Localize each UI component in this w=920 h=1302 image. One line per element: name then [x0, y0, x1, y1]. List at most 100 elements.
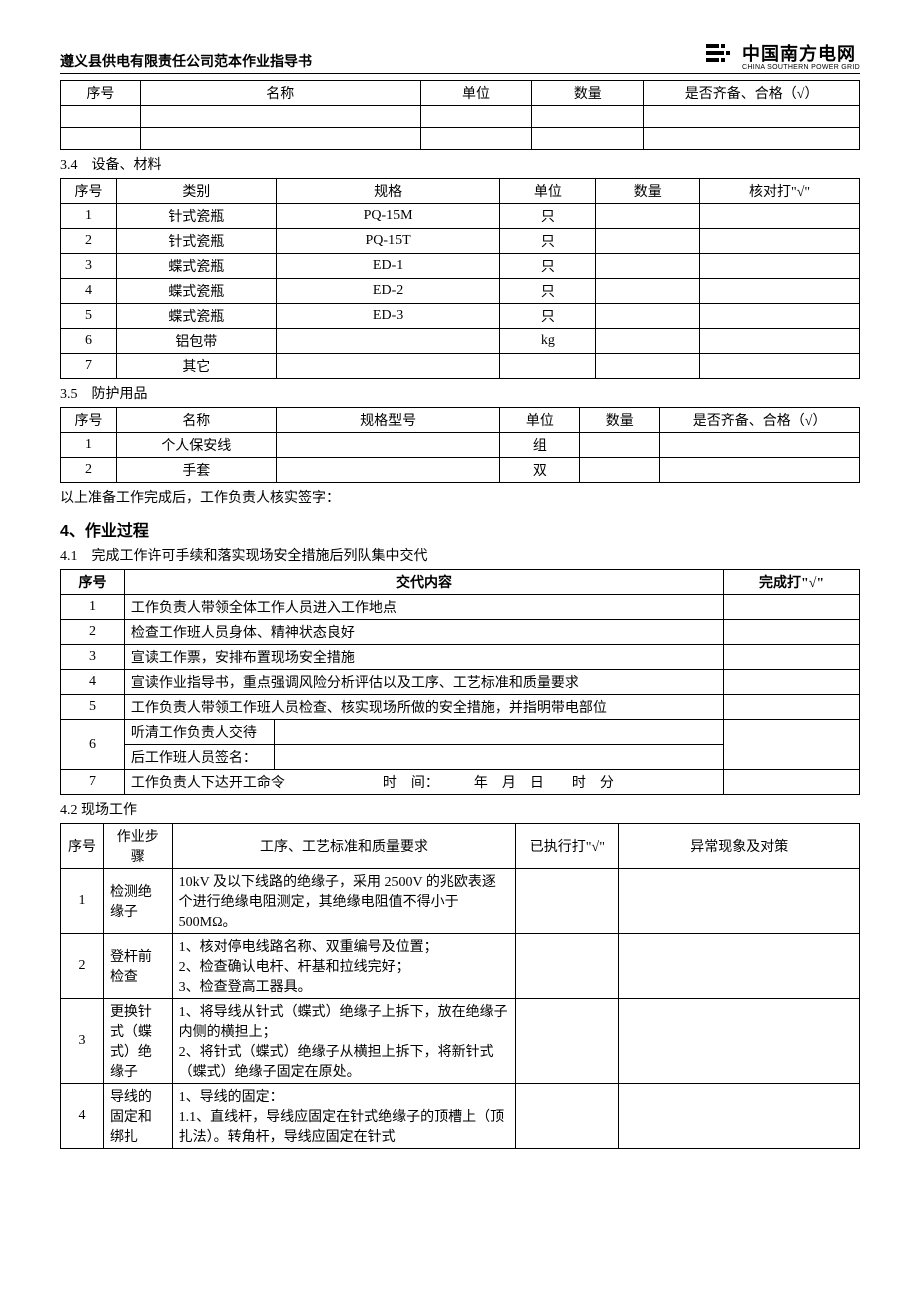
table-header-cell: 核对打"√": [700, 179, 860, 204]
table-cell: [724, 595, 860, 620]
section-4-2-label: 4.2 现场工作: [60, 799, 860, 819]
table-header-cell: 名称: [140, 81, 420, 106]
table-cell: 4: [61, 279, 117, 304]
table-row: 2手套 双: [61, 458, 860, 483]
table-cell: 蝶式瓷瓶: [116, 304, 276, 329]
table-cell: [700, 354, 860, 379]
table-cell: [644, 128, 860, 150]
table-cell: [580, 433, 660, 458]
table-row: 3更换针式（蝶式）绝缘子1、将导线从针式（蝶式）绝缘子上拆下，放在绝缘子内侧的横…: [61, 999, 860, 1084]
table-cell: [274, 745, 723, 770]
table-cell: [516, 1084, 619, 1149]
table-cell: [61, 106, 141, 128]
table-cell: [700, 229, 860, 254]
table-row: 2检查工作班人员身体、精神状态良好: [61, 620, 860, 645]
table-row: 1个人保安线组: [61, 433, 860, 458]
table-header-cell: 完成打"√": [724, 570, 860, 595]
table-cell: 双: [500, 458, 580, 483]
table-3-4: 序号类别规格单位数量核对打"√" 1针式瓷瓶PQ-15M只2针式瓷瓶PQ-15T…: [60, 178, 860, 379]
table-header-cell: 规格型号: [276, 408, 500, 433]
table-header-cell: 名称: [116, 408, 276, 433]
table-row: 5蝶式瓷瓶ED-3只: [61, 304, 860, 329]
table-cell: [596, 229, 700, 254]
table-cell: 针式瓷瓶: [116, 229, 276, 254]
table-header-cell: 单位: [500, 408, 580, 433]
table-cell: 检查工作班人员身体、精神状态良好: [124, 620, 723, 645]
table-cell: 工作负责人下达开工命令 时 间： 年 月 日 时 分: [124, 770, 723, 795]
table-cell: ED-3: [276, 304, 500, 329]
table-cell: 其它: [116, 354, 276, 379]
table-cell: [724, 770, 860, 795]
table-3-5: 序号名称规格型号单位数量是否齐备、合格（√） 1个人保安线组2手套双: [60, 407, 860, 483]
table-cell: [140, 128, 420, 150]
table-cell: kg: [500, 329, 596, 354]
table-cell: 蝶式瓷瓶: [116, 279, 276, 304]
table-header-cell: 序号: [61, 824, 104, 869]
table-cell: [596, 279, 700, 304]
table-row: [61, 128, 860, 150]
table-cell: 个人保安线: [116, 433, 276, 458]
table-cell: 更换针式（蝶式）绝缘子: [103, 999, 172, 1084]
table-top: 序号名称单位数量是否齐备、合格（√）: [60, 80, 860, 150]
table-row: 5工作负责人带领工作班人员检查、核实现场所做的安全措施，并指明带电部位: [61, 695, 860, 720]
table-cell: 导线的固定和绑扎: [103, 1084, 172, 1149]
table-cell: [700, 329, 860, 354]
logo-text-wrap: 中国南方电网 CHINA SOUTHERN POWER GRID: [742, 40, 860, 71]
table-cell: [700, 279, 860, 304]
table-cell: 针式瓷瓶: [116, 204, 276, 229]
table-cell: [276, 329, 500, 354]
table-header-cell: 数量: [532, 81, 644, 106]
table-cell: 后工作班人员签名：: [125, 745, 275, 770]
table-cell: 组: [500, 433, 580, 458]
table-cell: 1: [61, 869, 104, 934]
table-header-cell: 序号: [61, 179, 117, 204]
table-cell: 只: [500, 279, 596, 304]
table-cell: [700, 254, 860, 279]
table-cell: [700, 204, 860, 229]
table-cell: 只: [500, 304, 596, 329]
table-cell: 只: [500, 204, 596, 229]
table-cell: 2: [61, 934, 104, 999]
table-cell: 听清工作负责人交待后工作班人员签名：: [124, 720, 723, 770]
table-cell: 3: [61, 999, 104, 1084]
table-cell: ED-1: [276, 254, 500, 279]
table-cell: 宣读作业指导书，重点强调风险分析评估以及工序、工艺标准和质量要求: [124, 670, 723, 695]
table-header-cell: 序号: [61, 570, 125, 595]
logo-text-cn: 中国南方电网: [742, 44, 856, 64]
table-row: 1检测绝缘子10kV 及以下线路的绝缘子，采用 2500V 的兆欧表逐个进行绝缘…: [61, 869, 860, 934]
table-header-cell: 类别: [116, 179, 276, 204]
page-header-row: 遵义县供电有限责任公司范本作业指导书 中国南方电网 CHINA SOUTHERN…: [60, 40, 860, 74]
table-cell: 2: [61, 229, 117, 254]
table-4-1: 序号交代内容完成打"√" 1工作负责人带领全体工作人员进入工作地点2检查工作班人…: [60, 569, 860, 795]
table-row: [61, 106, 860, 128]
table-cell: [61, 128, 141, 150]
table-cell: [724, 620, 860, 645]
table-cell: [500, 354, 596, 379]
table-cell: 2: [61, 458, 117, 483]
table-cell: [516, 869, 619, 934]
section-3-5-label: 3.5 防护用品: [60, 383, 860, 403]
logo-block: 中国南方电网 CHINA SOUTHERN POWER GRID: [706, 40, 860, 71]
table-cell: PQ-15T: [276, 229, 500, 254]
table-row: 4蝶式瓷瓶ED-2只: [61, 279, 860, 304]
table-cell: [644, 106, 860, 128]
table-cell: 5: [61, 695, 125, 720]
table-cell: [516, 999, 619, 1084]
table-cell: [274, 720, 723, 745]
table-header-cell: 是否齐备、合格（√）: [660, 408, 860, 433]
table-cell: [619, 869, 860, 934]
table-header-cell: 异常现象及对策: [619, 824, 860, 869]
table-cell: [276, 433, 500, 458]
table-cell: 手套: [116, 458, 276, 483]
table-cell: [140, 106, 420, 128]
table-header-cell: 序号: [61, 81, 141, 106]
table-cell: [619, 934, 860, 999]
table-cell: [516, 934, 619, 999]
table-cell: 5: [61, 304, 117, 329]
table-row: 7其它: [61, 354, 860, 379]
table-cell: 2: [61, 620, 125, 645]
table-cell: [619, 999, 860, 1084]
table-cell: 铝包带: [116, 329, 276, 354]
table-cell: [596, 354, 700, 379]
table-cell: ED-2: [276, 279, 500, 304]
